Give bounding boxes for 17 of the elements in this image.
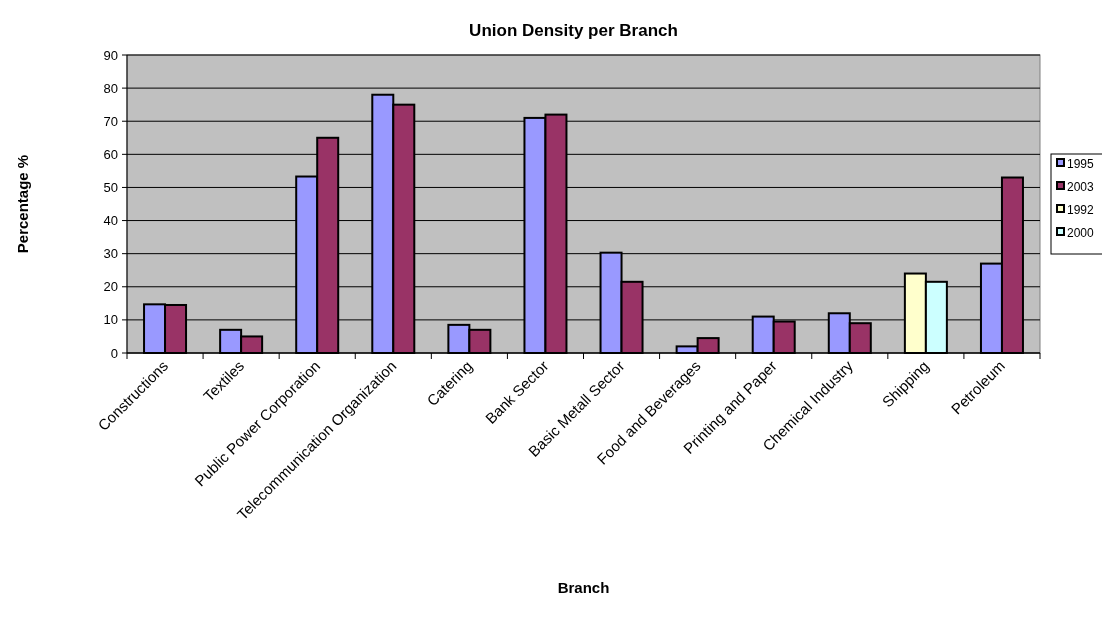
y-tick-label: 30 <box>103 246 118 262</box>
legend-label: 2000 <box>1067 226 1095 240</box>
y-tick-label: 50 <box>103 179 118 195</box>
legend-label: 1995 <box>1067 157 1095 171</box>
y-tick-label: 90 <box>103 47 118 63</box>
x-axis-title: Branch <box>557 579 610 596</box>
y-tick-label: 40 <box>103 213 118 229</box>
legend-label: 2003 <box>1067 180 1095 194</box>
y-tick-label: 20 <box>103 279 118 295</box>
chart-title: Union Density per Branch <box>469 21 678 40</box>
y-axis-title: Percentage % <box>14 154 31 254</box>
y-tick-label: 60 <box>103 146 118 162</box>
y-tick-label: 80 <box>103 80 118 96</box>
y-tick-label: 70 <box>103 113 118 129</box>
y-tick-label: 10 <box>103 312 118 328</box>
legend-label: 1992 <box>1067 203 1095 217</box>
y-tick-label: 0 <box>110 345 118 361</box>
